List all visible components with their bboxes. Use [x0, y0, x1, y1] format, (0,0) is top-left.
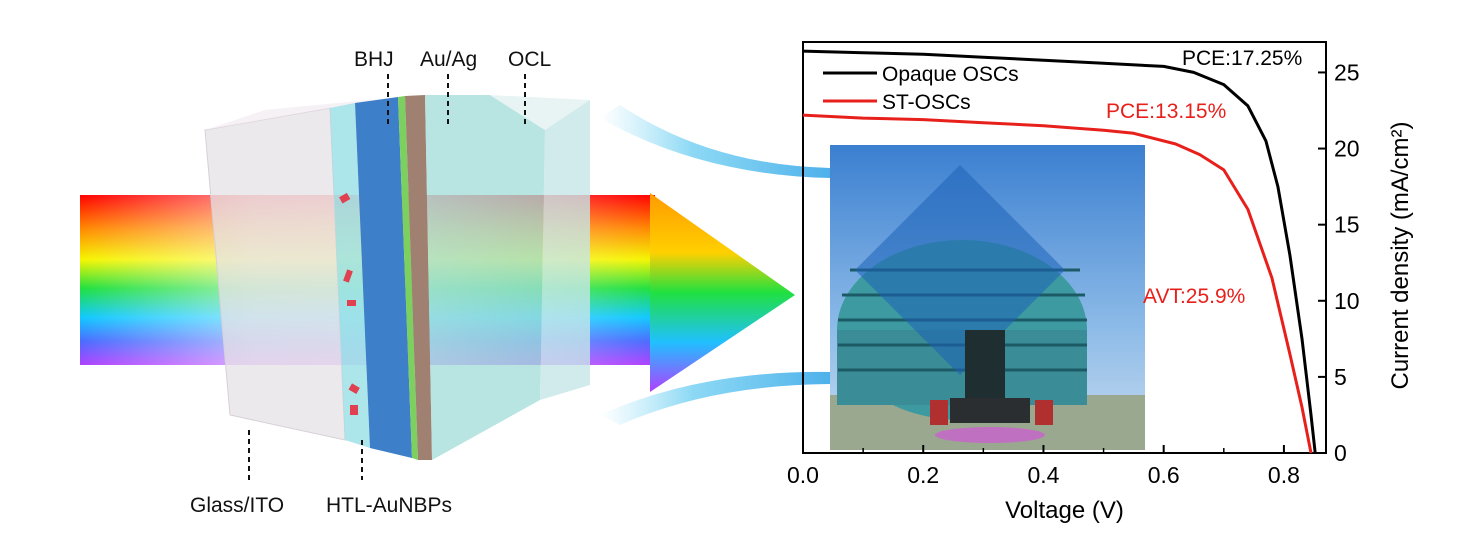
annotation-pce: PCE:13.15%: [1106, 100, 1226, 123]
series-line-st-oscs: [802, 113, 1313, 454]
device-stack: [204, 95, 590, 460]
x-tick-label: 0.2: [907, 462, 939, 488]
x-tick-label: 0.0: [787, 462, 819, 488]
bhj-layer: [355, 97, 412, 458]
x-axis-label: Voltage (V): [1005, 497, 1124, 524]
plot-frame: [802, 41, 1327, 454]
y-axis-label: Current density (mA/cm²): [1387, 121, 1414, 389]
leader-lines: [248, 74, 526, 480]
label-au-ag: Au/Ag: [420, 48, 478, 71]
aunbp-particles: [339, 192, 360, 415]
label-htl-aunbps: HTL-AuNBPs: [326, 494, 453, 517]
x-tick-label: 0.8: [1268, 462, 1300, 488]
ocl-layer: [425, 95, 545, 460]
au-ag-electrode: [405, 95, 432, 460]
y-tick-label: 15: [1334, 212, 1360, 238]
y-tick-label: 20: [1334, 136, 1360, 162]
y-tick-label: 10: [1334, 288, 1360, 314]
device-photo-inset: [830, 145, 1145, 450]
x-tick-label: 0.4: [1027, 462, 1059, 488]
y-tick-label: 25: [1334, 59, 1360, 85]
series-line-opaque-oscs: [802, 49, 1317, 454]
y-tick-label: 0: [1334, 440, 1347, 466]
glass-ito-layer: [204, 107, 346, 441]
light-beam-bottom: [600, 371, 830, 425]
x-tick-label: 0.6: [1148, 462, 1180, 488]
label-glass-ito: Glass/ITO: [190, 494, 285, 517]
label-ocl: OCL: [508, 48, 552, 71]
jv-chart: 0.0 0.2 0.4 0.6 0.8 0 5 10 15 20 25 Voltage (V) Curr…: [787, 41, 1414, 524]
annotation-avt: AVT:25.9%: [1143, 285, 1245, 308]
light-beam-top: [600, 105, 830, 178]
annotation-pce: PCE:17.25%: [1182, 47, 1302, 70]
label-bhj: BHJ: [354, 48, 394, 71]
legend-label: Opaque OSCs: [882, 63, 1019, 86]
legend-label: ST-OSCs: [882, 91, 971, 114]
y-tick-label: 5: [1334, 364, 1347, 390]
